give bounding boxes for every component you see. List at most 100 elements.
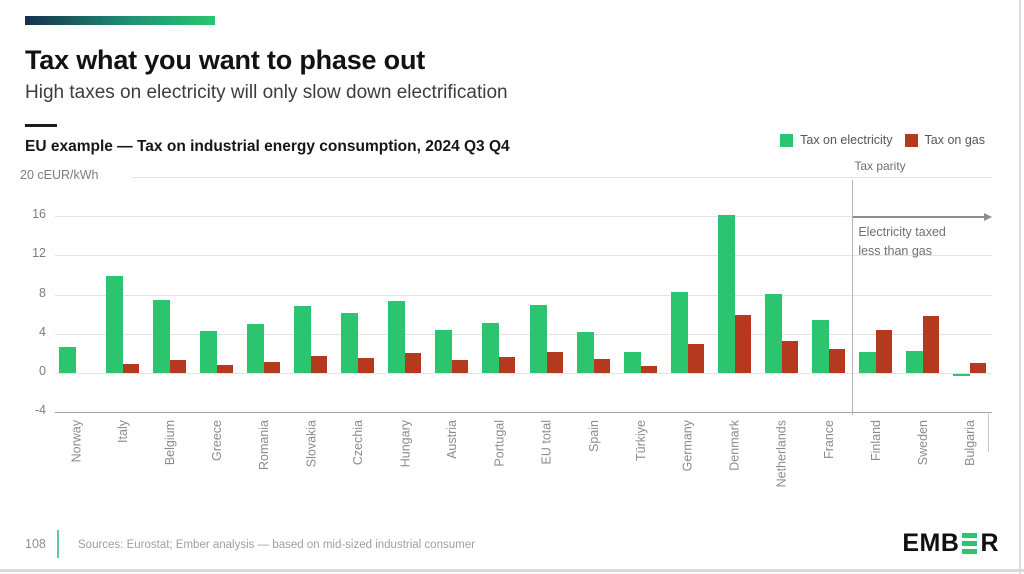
bar-tax-on-electricity-eu-total [529,305,547,373]
legend-item-tax-on-electricity: Tax on electricity [780,133,893,147]
parity-arrow-line [853,216,985,218]
bar-tax-on-electricity-norway [59,346,76,373]
slide-right-edge [1019,0,1021,574]
bar-tax-on-gas-romania [264,362,281,373]
bar-tax-on-gas-greece [217,365,234,373]
bar-tax-on-electricity-finland [858,352,876,373]
xlabel-text: Finland [868,420,883,461]
bar-tax-on-gas-spain [593,359,610,373]
bar-tax-on-electricity-italy [106,275,124,373]
xlabel-text: Slovakia [304,420,319,468]
logo-e-bars-icon [962,532,978,555]
legend-item-tax-on-gas: Tax on gas [904,133,985,147]
gridline-4 [55,333,992,335]
xlabel-text: Netherlands [774,420,789,488]
bar-tax-on-electricity-spain [576,331,594,373]
ytick-8: 8 [39,285,46,300]
bar-tax-on-gas-denmark [734,315,751,373]
bar-tax-on-electricity-romania [247,324,265,373]
xlabel-text: Germany [680,420,695,472]
footer-divider [57,530,59,558]
bar-tax-on-gas-germany [687,343,704,373]
axis-end-stub [988,412,989,452]
bar-tax-on-electricity-t-rkiye [623,352,641,373]
legend-label: Tax on gas [924,133,985,147]
bar-tax-on-gas-france [828,348,845,373]
logo-text-right: R [980,529,999,557]
bar-tax-on-electricity-austria [435,329,453,373]
bar-tax-on-electricity-belgium [153,299,171,373]
bar-tax-on-electricity-slovakia [294,306,312,373]
xlabel-text: Bulgaria [962,420,977,466]
xlabel-text: Sweden [915,420,930,466]
bar-tax-on-electricity-hungary [388,301,406,373]
legend-swatch-icon [780,133,794,147]
chart-title: EU example — Tax on industrial energy co… [25,138,510,155]
gridline-0 [55,373,992,374]
gridline-20 [132,177,992,178]
bar-tax-on-electricity-greece [200,330,218,373]
ytick-16: 16 [32,207,46,222]
source-note: Sources: Eurostat; Ember analysis — base… [78,539,475,551]
xlabel-text: Italy [116,420,131,443]
ytick-4: 4 [39,324,46,339]
gridline--4 [55,412,992,414]
gridline-8 [55,294,992,296]
parity-note: Electricity taxed less than gas [858,225,946,259]
xlabel-text: Portugal [492,420,507,467]
xlabel-text: Türkiye [633,420,648,461]
gridline-12 [55,255,992,257]
parity-arrow-head-icon [984,212,992,221]
bar-tax-on-electricity-czechia [341,313,359,373]
bar-tax-on-gas-netherlands [781,340,798,373]
xlabel-text: Greece [210,420,225,461]
gridline-16 [55,216,992,218]
tax-parity-line [852,180,854,415]
xlabel-text: Belgium [163,420,178,466]
xlabel-text: Czechia [351,420,366,466]
page-title: Tax what you want to phase out [25,45,426,75]
ytick--4: -4 [34,403,46,418]
page-number: 108 [25,537,46,551]
ytick-0: 0 [39,364,46,378]
bar-tax-on-gas-finland [875,329,892,373]
bar-tax-on-gas-czechia [358,358,375,373]
page-subtitle: High taxes on electricity will only slow… [25,82,508,103]
bar-tax-on-electricity-denmark [717,215,735,373]
xlabel-text: EU total [539,420,554,465]
bar-tax-on-electricity-france [811,320,829,373]
bar-tax-on-gas-slovakia [311,356,328,373]
legend: Tax on electricity Tax on gas [780,133,985,147]
xlabel-text: Hungary [398,420,413,468]
xlabel-text: Norway [69,420,83,463]
bar-tax-on-gas-portugal [499,357,516,373]
bar-tax-on-electricity-netherlands [764,293,782,373]
bar-tax-on-electricity-sweden [905,351,923,373]
legend-label: Tax on electricity [800,133,893,147]
title-dash [25,124,57,127]
bar-tax-on-electricity-bulgaria [952,374,970,376]
slide-bottom-edge [0,569,1024,572]
bar-tax-on-gas-t-rkiye [640,366,657,373]
ember-logo: EMB R [902,529,999,558]
logo-text-left: EMB [902,529,960,557]
bar-tax-on-electricity-germany [670,291,688,373]
ytick-12: 12 [32,246,46,261]
bar-tax-on-gas-hungary [405,353,422,373]
xlabel-text: Spain [586,420,601,452]
bar-tax-on-gas-belgium [170,360,187,373]
bar-tax-on-gas-austria [452,360,469,373]
tax-parity-label: Tax parity [854,159,906,173]
xlabel-text: France [821,420,836,459]
legend-swatch-icon [904,133,918,147]
bar-tax-on-gas-italy [123,364,140,373]
bar-tax-on-gas-sweden [922,316,939,373]
xlabel-text: Romania [257,420,272,471]
bar-tax-on-gas-bulgaria [969,363,986,373]
bar-tax-on-gas-eu-total [546,352,563,373]
xlabel-text: Denmark [727,420,742,471]
ytick-20: 20 cEUR/kWh [20,168,103,182]
brand-gradient-bar [25,16,215,25]
xlabel-text: Austria [445,420,460,459]
